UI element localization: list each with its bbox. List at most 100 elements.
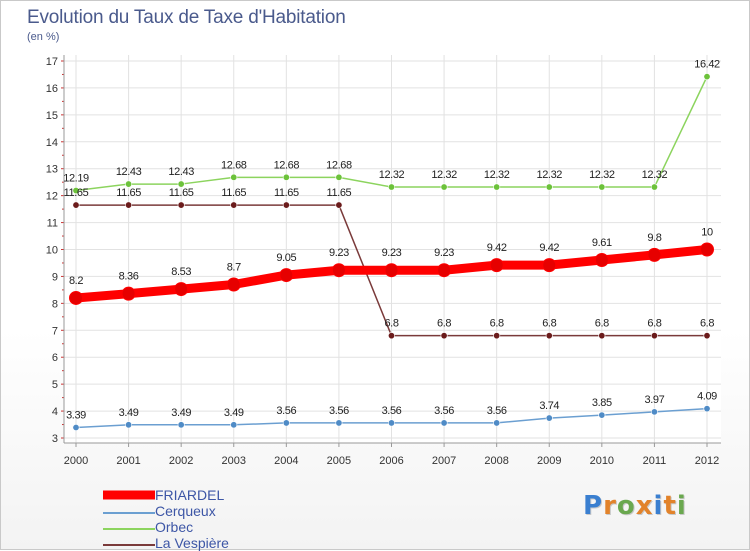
y-tick-label: 5 <box>52 379 58 391</box>
data-label-la-vespi-re: 11.65 <box>64 187 89 199</box>
data-point-cerqueux <box>703 405 711 413</box>
data-point-orbec <box>177 180 185 188</box>
data-point-la-vespi-re <box>493 332 501 340</box>
data-label-orbec: 12.32 <box>379 169 405 181</box>
data-point-orbec <box>282 173 290 181</box>
data-point-friardel <box>279 268 294 283</box>
data-label-friardel: 9.8 <box>647 232 661 244</box>
x-tick-label: 2009 <box>537 455 561 467</box>
data-label-cerqueux: 3.97 <box>645 394 665 406</box>
data-label-friardel: 9.23 <box>329 247 349 259</box>
data-label-orbec: 12.68 <box>274 159 300 171</box>
data-point-friardel <box>331 263 346 278</box>
legend-swatch-cerqueux <box>103 512 155 514</box>
data-point-cerqueux <box>282 419 290 427</box>
data-label-cerqueux: 3.56 <box>434 405 454 417</box>
y-tick-label: 10 <box>46 245 58 257</box>
data-label-la-vespi-re: 6.8 <box>700 318 714 330</box>
proxiti-logo: Proxiti <box>583 491 687 521</box>
y-tick-label: 17 <box>46 56 58 68</box>
data-label-cerqueux: 3.39 <box>66 409 86 421</box>
data-point-cerqueux <box>72 423 80 431</box>
data-label-cerqueux: 3.85 <box>592 397 612 409</box>
data-label-cerqueux: 3.74 <box>539 400 559 412</box>
data-label-orbec: 12.32 <box>484 169 510 181</box>
data-label-friardel: 8.7 <box>227 262 241 274</box>
data-point-cerqueux <box>440 419 448 427</box>
data-point-friardel <box>174 282 189 297</box>
data-point-friardel <box>121 286 136 301</box>
data-point-friardel <box>594 253 609 268</box>
data-label-la-vespi-re: 6.8 <box>542 318 556 330</box>
data-label-la-vespi-re: 11.65 <box>327 187 352 199</box>
data-point-friardel <box>384 263 399 278</box>
data-point-la-vespi-re <box>545 332 553 340</box>
x-tick-label: 2007 <box>432 455 456 467</box>
data-label-la-vespi-re: 11.65 <box>221 187 246 199</box>
data-label-cerqueux: 3.49 <box>224 407 244 419</box>
data-point-friardel <box>647 247 662 262</box>
data-point-cerqueux <box>125 421 133 429</box>
data-point-orbec <box>650 183 658 191</box>
data-point-cerqueux <box>650 408 658 416</box>
x-tick-label: 2003 <box>222 455 246 467</box>
data-point-la-vespi-re <box>72 201 80 209</box>
legend-label-la-vespiere: La Vespière <box>155 535 229 551</box>
data-label-cerqueux: 3.56 <box>382 405 402 417</box>
data-point-la-vespi-re <box>282 201 290 209</box>
legend-label-cerqueux: Cerqueux <box>155 503 216 519</box>
data-label-orbec: 12.68 <box>221 159 247 171</box>
legend-item-orbec: Orbec <box>103 519 303 535</box>
data-label-la-vespi-re: 6.8 <box>647 318 661 330</box>
data-label-la-vespi-re: 11.65 <box>116 187 141 199</box>
data-label-orbec: 12.32 <box>642 169 668 181</box>
x-tick-label: 2001 <box>116 455 140 467</box>
chart-title: Evolution du Taux de Taxe d'Habitation <box>27 7 346 28</box>
data-point-cerqueux <box>598 411 606 419</box>
x-tick-label: 2008 <box>484 455 508 467</box>
x-tick-label: 2006 <box>379 455 403 467</box>
legend-swatch-la-vespiere <box>103 544 155 546</box>
data-label-cerqueux: 3.56 <box>487 405 507 417</box>
data-label-cerqueux: 4.09 <box>697 391 717 403</box>
data-point-orbec <box>125 180 133 188</box>
data-label-la-vespi-re: 11.65 <box>169 187 194 199</box>
data-point-la-vespi-re <box>125 201 133 209</box>
y-tick-label: 3 <box>52 433 58 445</box>
logo-letter: P <box>583 491 604 521</box>
data-label-cerqueux: 3.56 <box>276 405 296 417</box>
y-tick-label: 6 <box>52 352 58 364</box>
data-point-la-vespi-re <box>387 332 395 340</box>
data-point-cerqueux <box>335 419 343 427</box>
data-point-la-vespi-re <box>230 201 238 209</box>
data-label-friardel: 10 <box>701 227 713 239</box>
x-tick-label: 2002 <box>169 455 193 467</box>
data-point-cerqueux <box>493 419 501 427</box>
data-point-cerqueux <box>545 414 553 422</box>
data-label-la-vespi-re: 6.8 <box>437 318 451 330</box>
y-tick-label: 11 <box>47 218 58 230</box>
data-point-friardel <box>226 277 241 292</box>
x-tick-label: 2004 <box>274 455 298 467</box>
legend-label-orbec: Orbec <box>155 519 194 535</box>
logo-letter: r <box>603 491 617 521</box>
y-tick-label: 16 <box>46 83 58 95</box>
data-label-friardel: 9.42 <box>487 242 507 254</box>
y-tick-label: 8 <box>52 298 58 310</box>
data-point-cerqueux <box>230 421 238 429</box>
data-label-orbec: 12.68 <box>326 159 352 171</box>
data-point-orbec <box>440 183 448 191</box>
data-point-orbec <box>545 183 553 191</box>
data-label-friardel: 9.42 <box>539 242 559 254</box>
data-label-friardel: 8.36 <box>119 271 139 283</box>
data-point-la-vespi-re <box>440 332 448 340</box>
x-tick-label: 2005 <box>327 455 351 467</box>
data-point-orbec <box>335 173 343 181</box>
data-point-la-vespi-re <box>335 201 343 209</box>
data-label-friardel: 9.05 <box>276 252 296 264</box>
logo-letter: t <box>663 491 677 521</box>
data-point-la-vespi-re <box>703 332 711 340</box>
data-point-friardel <box>700 242 714 257</box>
data-label-la-vespi-re: 6.8 <box>384 318 398 330</box>
